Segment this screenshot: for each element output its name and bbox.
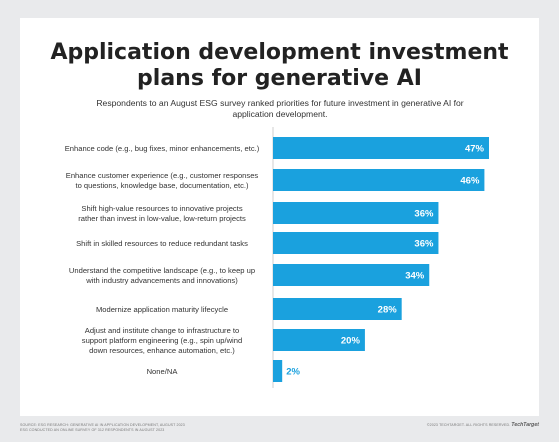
chart-subtitle: Respondents to an August ESG survey rank… [96, 98, 464, 119]
category-label-line: None/NA [147, 367, 179, 376]
bar-value-label-6: 28% [378, 305, 398, 316]
bar-5 [273, 264, 430, 286]
bar-value-label-3: 36% [414, 209, 434, 220]
bar-value-label-2: 46% [460, 176, 480, 187]
bar-value-label-8: 2% [286, 367, 300, 378]
category-label-line: Shift in skilled resources to reduce red… [76, 239, 248, 248]
footer-source-text: SOURCE: ESG RESEARCH: GENERATIVE AI IN A… [20, 423, 185, 427]
bars-group: 47% Enhance code (e.g., bug fixes, minor … [65, 137, 489, 382]
category-label-3: Shift high-value resources to innovative… [78, 204, 246, 223]
bar-2 [273, 169, 485, 191]
bar-3 [273, 202, 439, 224]
category-label-6: Modernize application maturity lifecycle [96, 305, 228, 314]
bar-8 [273, 360, 283, 382]
bar-value-label-1: 47% [465, 144, 485, 155]
category-label-line: support platform engineering (e.g., spin… [82, 336, 242, 345]
bar-6 [273, 298, 402, 320]
category-label-line: to questions, knowledge base, documentat… [75, 181, 249, 190]
footer-note-text: ESG CONDUCTED AN ONLINE SURVEY OF 312 RE… [20, 428, 165, 432]
category-label-8: None/NA [147, 367, 179, 376]
footer-copyright-text: ©2023 TECHTARGET. ALL RIGHTS RESERVED. [426, 423, 511, 427]
bar-value-label-5: 34% [405, 271, 425, 282]
category-label-line: Enhance code (e.g., bug fixes, minor enh… [65, 144, 260, 153]
category-label-7: Adjust and institute change to infrastru… [82, 326, 242, 355]
footer-copyright: ©2023 TECHTARGET. ALL RIGHTS RESERVED. T… [399, 423, 539, 428]
category-label-1: Enhance code (e.g., bug fixes, minor enh… [65, 144, 260, 153]
chart-title: Application development investment plans… [50, 40, 509, 91]
category-label-5: Understand the competitive landscape (e.… [69, 266, 255, 285]
category-label-line: Modernize application maturity lifecycle [96, 305, 228, 314]
category-label-line: Adjust and institute change to infrastru… [85, 326, 240, 335]
bar-7 [273, 329, 365, 351]
bar-4 [273, 232, 439, 254]
category-label-line: rather than invest in low-value, low-ret… [78, 214, 246, 223]
category-label-line: with industry advancements and innovatio… [85, 276, 238, 285]
category-label-line: down resources, enhance automation, etc.… [89, 346, 235, 355]
bar-1 [273, 137, 489, 159]
footer-source: SOURCE: ESG RESEARCH: GENERATIVE AI IN A… [20, 423, 220, 433]
category-label-2: Enhance customer experience (e.g., custo… [66, 171, 259, 190]
bar-value-label-4: 36% [414, 239, 434, 250]
bar-value-label-7: 20% [341, 336, 361, 347]
category-label-line: Shift high-value resources to innovative… [81, 204, 242, 213]
techtarget-logo: TechTarget [511, 422, 539, 428]
category-label-4: Shift in skilled resources to reduce red… [76, 239, 248, 248]
category-label-line: Enhance customer experience (e.g., custo… [66, 171, 259, 180]
category-label-line: Understand the competitive landscape (e.… [69, 266, 255, 275]
